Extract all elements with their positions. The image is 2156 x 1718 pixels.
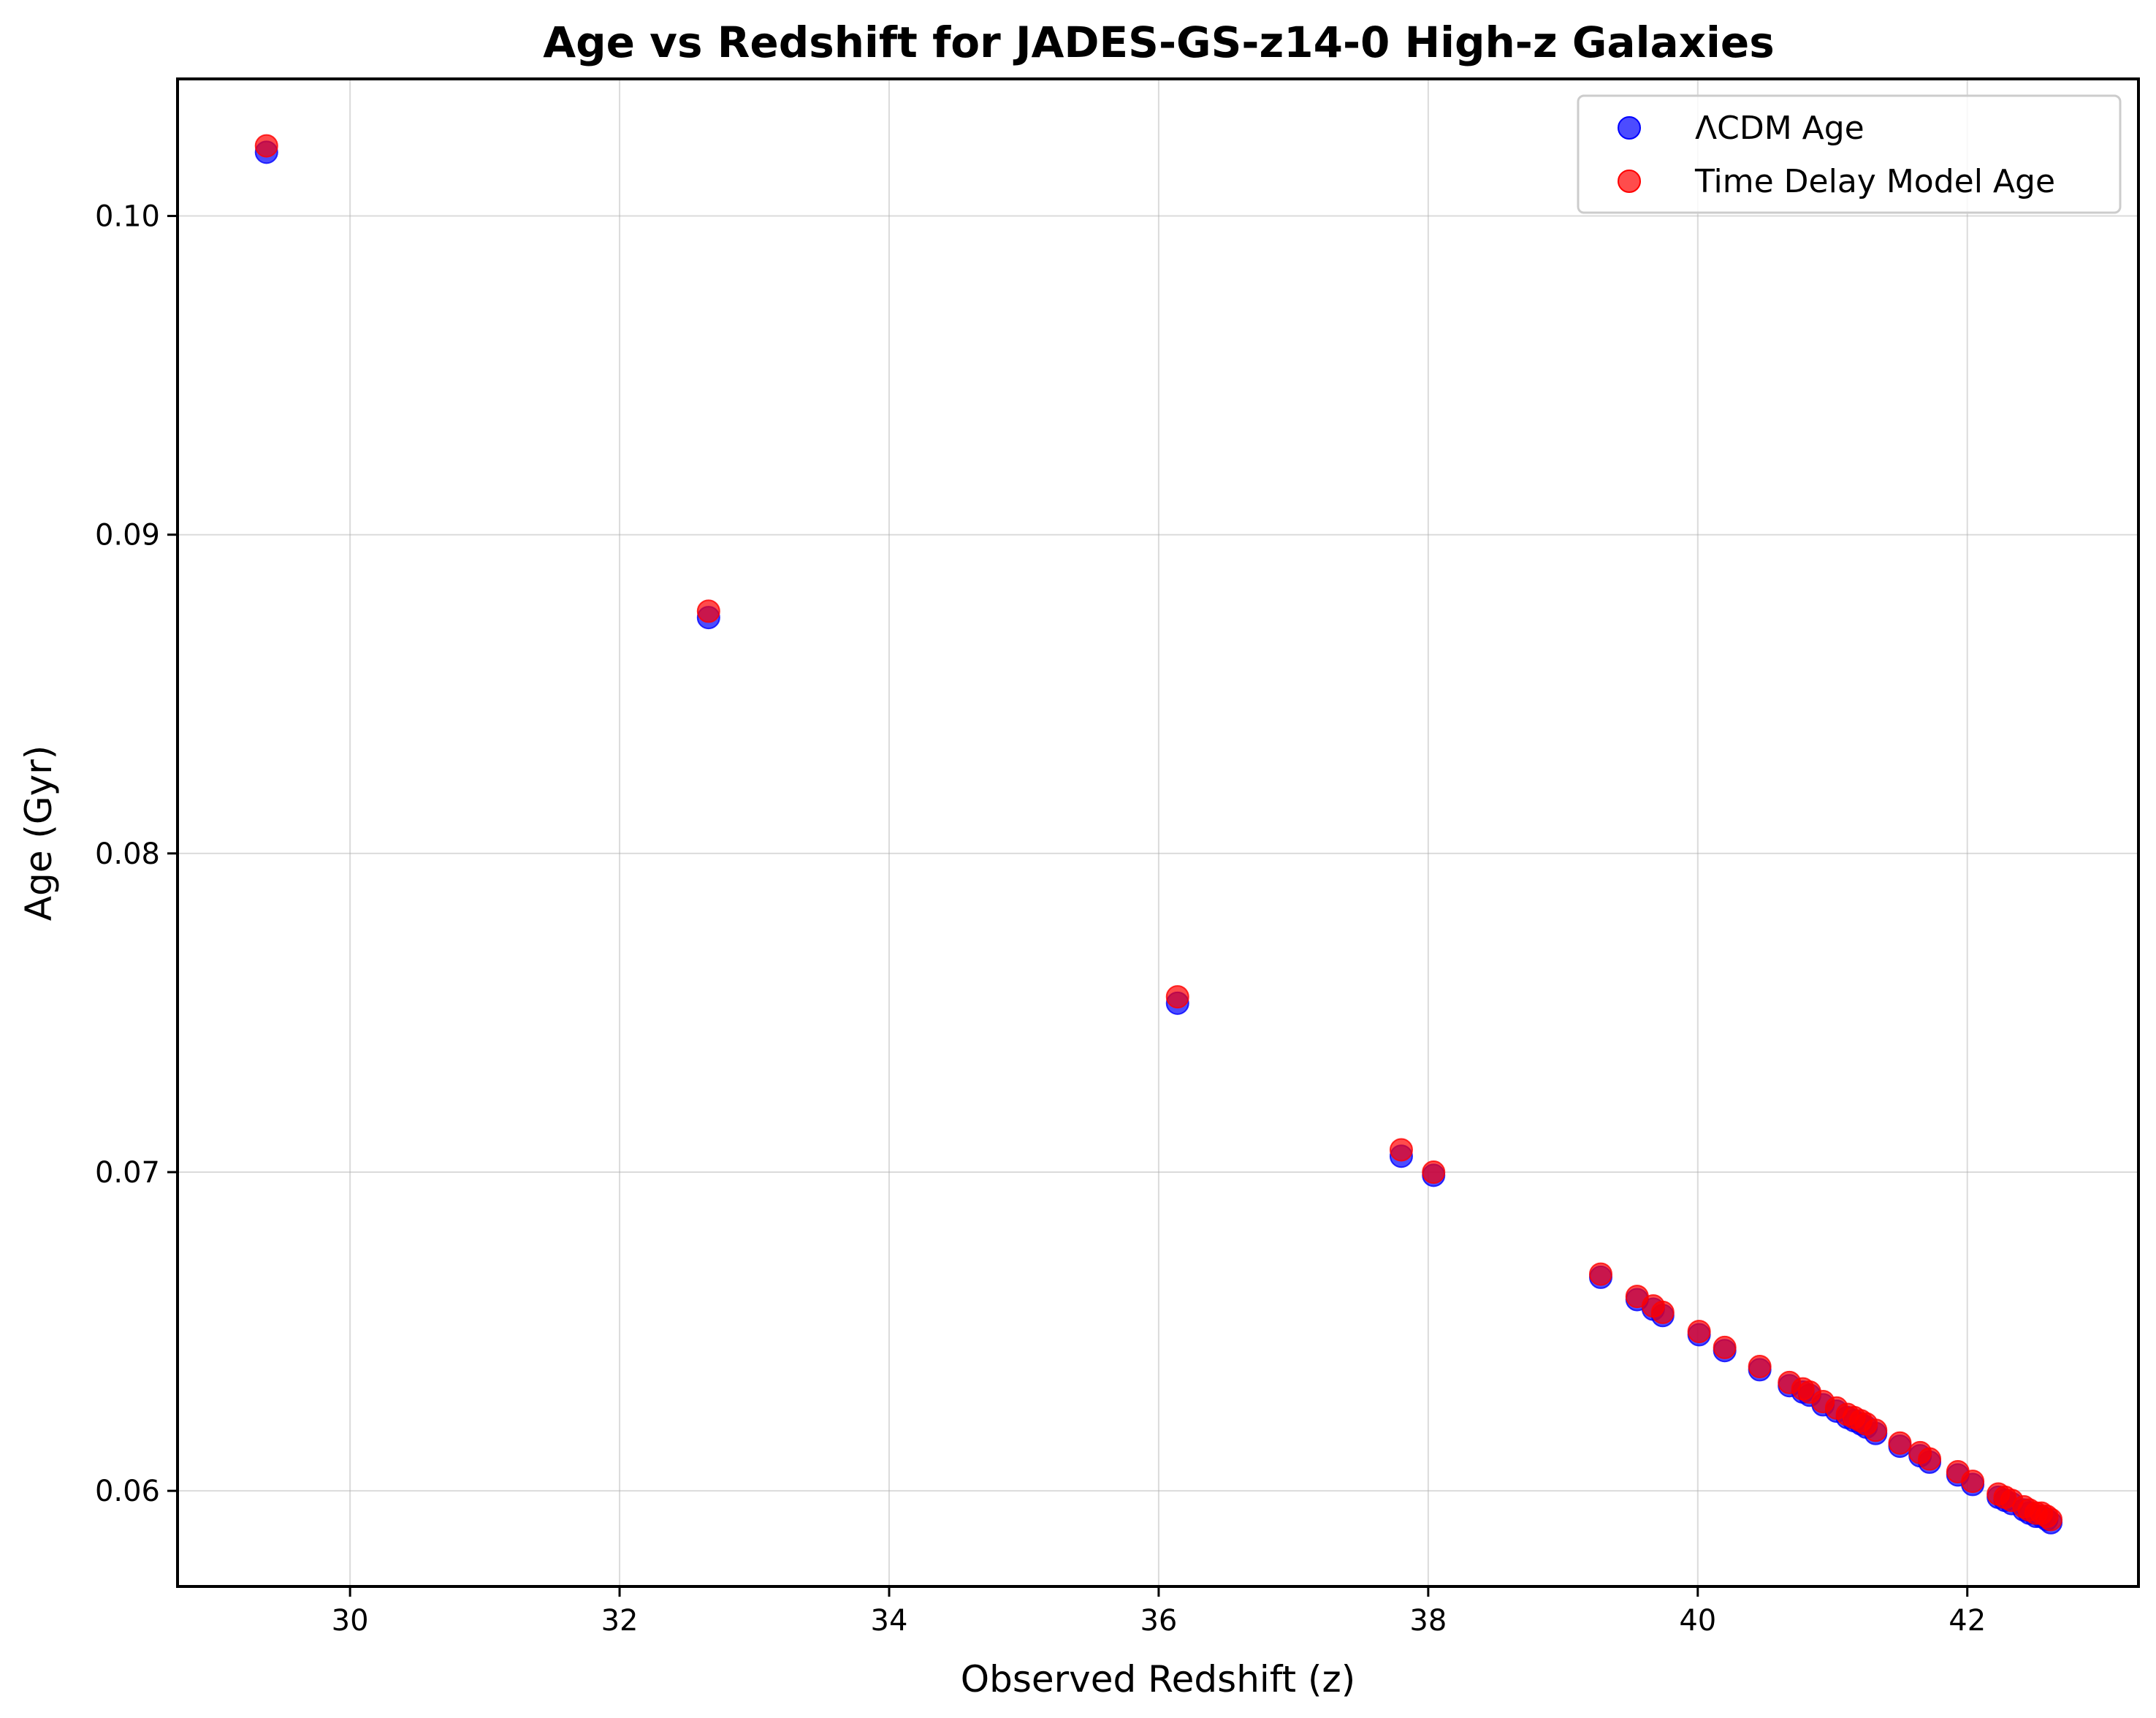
x-tick-label: 34 <box>871 1604 908 1638</box>
time-delay-age-point <box>1864 1418 1888 1443</box>
y-tick-label: 0.06 <box>95 1475 160 1508</box>
time-delay-age-point <box>1650 1300 1675 1324</box>
x-tick-label: 42 <box>1949 1604 1986 1638</box>
axis-ticks: 30 32 34 36 38 40 42 0.06 0.07 0.08 0.09 0.10 <box>95 200 1986 1638</box>
grid <box>178 79 2138 1586</box>
plot-frame <box>176 77 2140 1588</box>
legend-label-lcdm: ΛCDM Age <box>1695 110 1864 147</box>
chart-title: Age vs Redshift for JADES-GS-z14-0 High-… <box>543 18 1774 67</box>
x-tick-label: 36 <box>1140 1604 1177 1638</box>
time-delay-age-point <box>1588 1262 1612 1286</box>
legend-marker-time-delay <box>1618 170 1641 193</box>
time-delay-age-point <box>1165 985 1189 1009</box>
y-tick-label: 0.10 <box>95 200 160 234</box>
legend: ΛCDM Age Time Delay Model Age <box>1577 94 2122 214</box>
x-tick-label: 38 <box>1409 1604 1447 1638</box>
x-tick-label: 40 <box>1679 1604 1716 1638</box>
y-tick-label: 0.08 <box>95 837 160 871</box>
y-tick-label: 0.09 <box>95 519 160 552</box>
time-delay-age-point <box>254 134 278 158</box>
time-delay-age-point <box>2039 1508 2063 1532</box>
y-tick-label: 0.07 <box>95 1156 160 1190</box>
time-delay-age-point <box>1687 1320 1711 1344</box>
x-tick-label: 32 <box>601 1604 639 1638</box>
time-delay-age-point <box>696 599 720 623</box>
time-delay-age-point <box>1422 1160 1446 1185</box>
x-axis-label: Observed Redshift (z) <box>961 1658 1356 1700</box>
legend-box <box>1577 94 2122 214</box>
legend-label-time-delay: Time Delay Model Age <box>1694 163 2055 200</box>
time-delay-age-point <box>1961 1470 1985 1494</box>
y-axis-label: Age (Gyr) <box>18 745 60 921</box>
time-delay-age-point <box>1918 1447 1942 1471</box>
time-delay-age-point <box>1389 1138 1413 1162</box>
time-delay-age-point <box>1888 1431 1912 1455</box>
time-delay-age-point <box>1713 1335 1737 1359</box>
legend-marker-lcdm <box>1618 116 1641 140</box>
time-delay-age-point <box>1748 1355 1772 1379</box>
x-tick-label: 30 <box>332 1604 369 1638</box>
series-time-delay-age <box>254 134 2063 1532</box>
data-points <box>254 134 2063 1535</box>
